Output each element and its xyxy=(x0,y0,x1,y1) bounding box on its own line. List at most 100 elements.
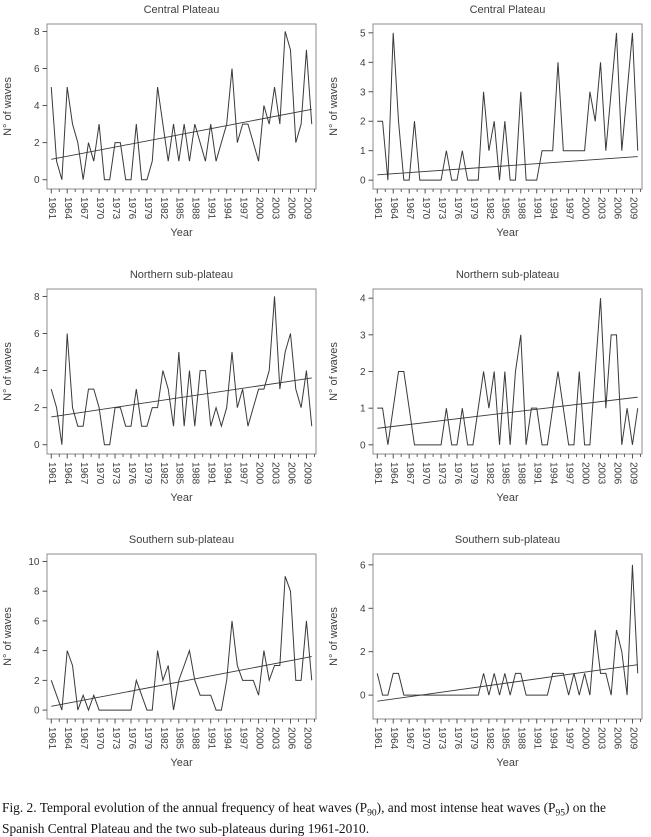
x-tick-label: 1976 xyxy=(452,462,463,485)
x-tick-label: 1988 xyxy=(516,462,527,485)
x-tick-label: 1988 xyxy=(516,727,527,750)
x-tick-label: 1982 xyxy=(158,197,169,220)
caption-text: Fig. 2. Temporal evolution of the annual… xyxy=(2,800,368,815)
x-tick-label: 2003 xyxy=(269,462,280,485)
x-tick-label: 2003 xyxy=(269,727,280,750)
chart-northern-subplateau-p95: Northern sub-plateau 0 1 2 3 4 1961 1964 1967 197… xyxy=(326,265,651,530)
x-tick-label: 1985 xyxy=(500,727,511,750)
chart-svg: Northern sub-plateau 0 2 4 6 8 1961 1964 1967 197… xyxy=(2,269,317,504)
x-tick-label: 2006 xyxy=(285,462,296,485)
x-tick-label: 1991 xyxy=(206,197,217,220)
x-tick-label: 1985 xyxy=(174,462,185,485)
x-tick-label: 1991 xyxy=(206,727,217,750)
x-tick-label: 2000 xyxy=(579,197,590,220)
x-tick-label: 1994 xyxy=(222,197,233,220)
x-tick-label: 2006 xyxy=(611,197,622,220)
plot-box xyxy=(372,23,643,190)
chart-central-plateau-p90: Central Plateau 0 2 4 6 8 1961 1964 1967 1970 1973… xyxy=(0,0,325,265)
x-tick-label: 1973 xyxy=(110,197,121,220)
x-tick-label: 1982 xyxy=(484,462,495,485)
y-tick-label: 2 xyxy=(34,676,40,687)
trend-line xyxy=(51,108,312,160)
y-tick-label: 6 xyxy=(34,616,40,627)
x-tick-label: 2006 xyxy=(611,727,622,750)
x-tick-label: 1988 xyxy=(190,462,201,485)
x-tick-label: 1973 xyxy=(436,462,447,485)
series-line xyxy=(377,32,639,181)
x-tick-label: 2009 xyxy=(301,727,312,750)
chart-southern-subplateau-p90: Southern sub-plateau 0 2 4 6 8 10 1961 1964 1967 1… xyxy=(0,530,325,795)
chart-title: Northern sub-plateau xyxy=(456,269,559,281)
x-tick-label: 2000 xyxy=(579,727,590,750)
x-tick-label: 2000 xyxy=(579,462,590,485)
x-tick-label: 2000 xyxy=(253,462,264,485)
y-tick-label: 1 xyxy=(360,146,366,157)
x-tick-label: 1985 xyxy=(174,727,185,750)
y-axis-label: N° of waves xyxy=(2,77,14,136)
x-tick-label: 1970 xyxy=(420,727,431,750)
y-tick-label: 2 xyxy=(360,117,366,128)
series-line xyxy=(377,298,639,446)
x-tick-label: 2009 xyxy=(627,727,638,750)
chart-title: Northern sub-plateau xyxy=(130,269,233,281)
x-tick-label: 1979 xyxy=(142,197,153,220)
chart-svg: Central Plateau 0 2 4 6 8 1961 1964 1967 1970 1973… xyxy=(2,4,317,239)
x-tick-label: 1976 xyxy=(452,197,463,220)
x-tick-label: 2003 xyxy=(595,462,606,485)
x-tick-label: 1970 xyxy=(420,197,431,220)
x-tick-label: 1967 xyxy=(78,727,89,750)
chart-title: Central Plateau xyxy=(470,4,546,16)
x-tick-label: 1976 xyxy=(452,727,463,750)
x-tick-label: 1979 xyxy=(142,727,153,750)
x-axis-label: Year xyxy=(170,227,193,239)
y-tick-label: 8 xyxy=(34,27,40,38)
x-tick-label: 1967 xyxy=(404,197,415,220)
y-tick-label: 4 xyxy=(34,366,40,377)
y-tick-label: 4 xyxy=(34,646,40,657)
x-tick-label: 1970 xyxy=(94,197,105,220)
x-tick-label: 1997 xyxy=(563,462,574,485)
x-tick-label: 1967 xyxy=(78,197,89,220)
x-tick-label: 1988 xyxy=(516,197,527,220)
x-tick-label: 1994 xyxy=(548,462,559,485)
x-tick-label: 1961 xyxy=(372,462,383,485)
series-line xyxy=(376,564,639,696)
x-tick-label: 2000 xyxy=(253,197,264,220)
x-tick-label: 1988 xyxy=(190,727,201,750)
trend-line xyxy=(51,656,312,707)
y-axis-label: N° of waves xyxy=(328,607,340,666)
x-tick-label: 1964 xyxy=(62,727,73,750)
x-tick-label: 1961 xyxy=(372,727,383,750)
plot-box xyxy=(46,553,317,720)
x-tick-label: 1985 xyxy=(500,197,511,220)
y-tick-label: 0 xyxy=(34,440,40,451)
figure-caption: Fig. 2. Temporal evolution of the annual… xyxy=(2,799,650,837)
x-tick-label: 1976 xyxy=(126,462,137,485)
y-axis-label: N° of waves xyxy=(2,607,14,666)
y-tick-label: 3 xyxy=(360,330,366,341)
chart-svg: Southern sub-plateau 0 2 4 6 8 10 1961 1964 1967 1… xyxy=(2,534,317,769)
chart-title: Central Plateau xyxy=(144,4,220,16)
x-tick-label: 1982 xyxy=(484,197,495,220)
x-tick-label: 1970 xyxy=(94,462,105,485)
x-tick-label: 1961 xyxy=(46,197,57,220)
x-tick-label: 1982 xyxy=(158,462,169,485)
x-tick-label: 2003 xyxy=(269,197,280,220)
plot-box xyxy=(372,553,643,720)
plot-box xyxy=(46,23,317,190)
chart-central-plateau-p95: Central Plateau 0 1 2 3 4 5 1961 1964 1967 1970 197… xyxy=(326,0,651,265)
y-tick-label: 10 xyxy=(28,557,40,568)
y-tick-label: 0 xyxy=(360,440,366,451)
caption-text: ) on the Spanish Central Plateau and the… xyxy=(2,800,606,837)
x-tick-label: 2009 xyxy=(627,462,638,485)
x-tick-label: 1991 xyxy=(532,197,543,220)
x-tick-label: 1976 xyxy=(126,197,137,220)
y-tick-label: 4 xyxy=(360,604,366,615)
x-tick-label: 1997 xyxy=(563,727,574,750)
x-tick-label: 2006 xyxy=(285,727,296,750)
y-tick-label: 4 xyxy=(360,294,366,305)
chart-svg: Central Plateau 0 1 2 3 4 5 1961 1964 1967 1970 197… xyxy=(328,4,643,239)
y-tick-label: 6 xyxy=(34,329,40,340)
x-tick-label: 1991 xyxy=(532,462,543,485)
